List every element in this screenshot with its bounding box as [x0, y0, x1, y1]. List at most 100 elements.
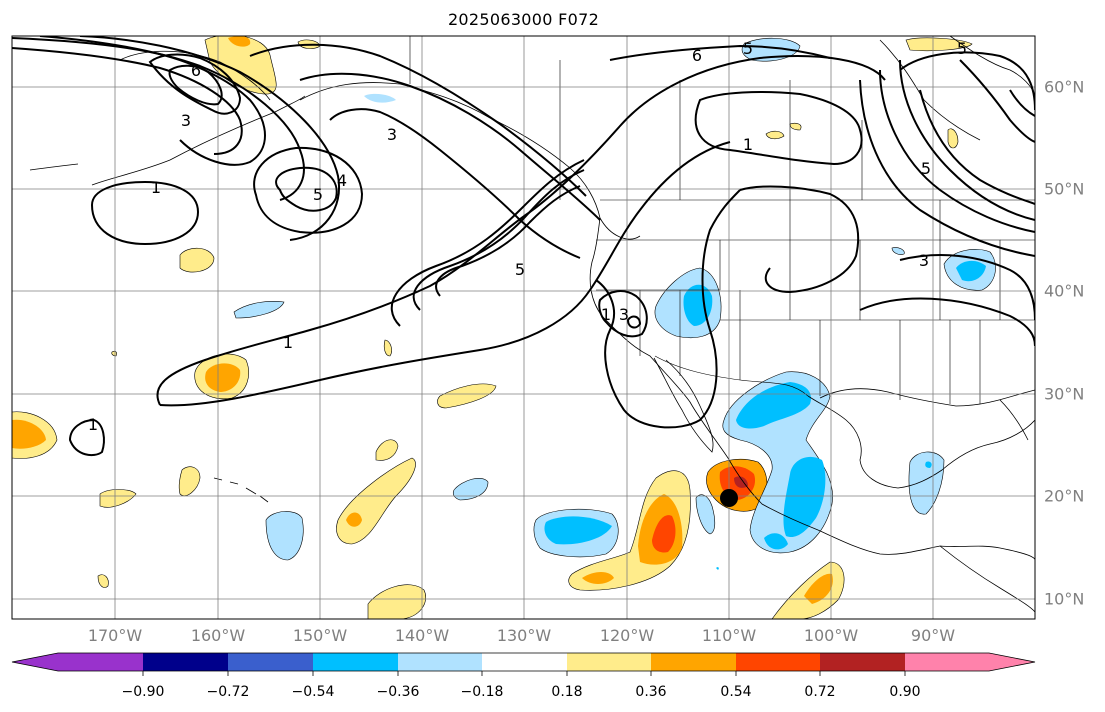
lat-label: 20°N — [1044, 486, 1085, 506]
graticule — [12, 36, 1035, 619]
colorbar-tick-label: −0.90 — [121, 684, 165, 700]
lon-label: 150°W — [292, 626, 348, 645]
colorbar-tick-label: 0.72 — [804, 684, 836, 700]
shade-negative — [925, 461, 932, 468]
shade-positive — [789, 122, 802, 131]
shade-negative — [544, 516, 612, 545]
colorbar-bin — [736, 653, 820, 671]
political-borders — [409, 36, 1035, 404]
contour-label: 1 — [743, 135, 753, 154]
contour-label: 3 — [619, 305, 629, 324]
colorbar-tick-label: −0.72 — [206, 684, 250, 700]
lon-label: 140°W — [394, 626, 450, 645]
shade-positive — [947, 128, 959, 149]
colorbar-bin — [567, 653, 651, 671]
colorbar-bin — [143, 653, 228, 671]
contour-label: 5 — [921, 159, 931, 178]
shade-positive — [179, 247, 215, 273]
shade-positive — [437, 383, 497, 409]
colorbar-bin — [58, 653, 143, 671]
colorbar-tick-label: 0.54 — [720, 684, 752, 700]
colorbar-bin — [651, 653, 736, 671]
lon-label: 160°W — [190, 626, 246, 645]
shade-negative — [783, 456, 826, 538]
lon-label: 110°W — [701, 626, 757, 645]
colorbar-bin — [820, 653, 905, 671]
contour-label: 1 — [151, 178, 161, 197]
shade-positive — [346, 512, 362, 527]
shade-positive — [205, 363, 241, 392]
lat-label: 50°N — [1044, 179, 1085, 199]
contour-label: 5 — [743, 39, 753, 58]
shade-positive — [652, 515, 676, 553]
lon-label: 130°W — [496, 626, 552, 645]
shade-positive — [111, 350, 117, 357]
shade-negative — [233, 301, 285, 319]
colorbar-bin — [482, 653, 567, 671]
shade-negative — [891, 247, 905, 255]
contour-label: 4 — [337, 171, 347, 190]
colorbar — [11, 652, 1036, 676]
lon-label: 90°W — [910, 626, 956, 645]
colorbar-bin — [905, 653, 989, 671]
shaded-fields — [12, 36, 996, 619]
colorbar-extend-low — [12, 653, 58, 671]
colorbar-tick-label: 0.18 — [551, 684, 583, 700]
lat-label: 40°N — [1044, 281, 1085, 301]
lon-label: 100°W — [803, 626, 859, 645]
shade-positive — [228, 36, 251, 47]
shade-positive — [383, 339, 392, 357]
colorbar-tick-label: 0.36 — [635, 684, 667, 700]
shade-positive — [734, 476, 748, 488]
shade-positive — [204, 36, 277, 95]
lon-label: 170°W — [87, 626, 143, 645]
shade-negative — [716, 567, 719, 570]
map-frame — [11, 35, 1036, 620]
contour-label: 5 — [515, 260, 525, 279]
lat-label: 60°N — [1044, 77, 1085, 97]
shade-positive — [97, 574, 109, 588]
lon-label: 120°W — [599, 626, 655, 645]
shade-positive — [765, 130, 785, 140]
contour-label: 3 — [919, 251, 929, 270]
contour-lines — [12, 36, 1035, 457]
contour-label: 1 — [601, 305, 611, 324]
shade-negative — [452, 478, 489, 501]
shade-positive — [804, 573, 833, 604]
shade-positive — [375, 439, 399, 461]
shade-negative — [956, 260, 986, 282]
shade-negative — [265, 511, 304, 561]
colorbar-extend-high — [989, 653, 1035, 671]
shade-positive — [99, 489, 137, 508]
contour-label: 5 — [313, 185, 323, 204]
colorbar-bin — [313, 653, 398, 671]
colorbar-tick-label: 0.90 — [889, 684, 921, 700]
shade-negative — [908, 451, 945, 515]
shade-positive — [12, 419, 46, 449]
contour-label: 1 — [88, 415, 98, 434]
shade-positive — [582, 572, 614, 584]
contour-label-group: 1 1 1 1 3 3 3 5 5 5 6 6 5 4 5 3 1 — [88, 39, 967, 434]
map-title: 2025063000 F072 — [447, 10, 600, 29]
shade-positive — [178, 466, 201, 497]
lat-label: 30°N — [1044, 384, 1085, 404]
shade-positive — [367, 584, 426, 619]
shade-negative — [695, 494, 716, 535]
contour-label: 5 — [957, 39, 967, 58]
contour-label: 6 — [191, 61, 201, 80]
colorbar-tick-label: −0.36 — [376, 684, 420, 700]
colorbar-tick-label: −0.18 — [460, 684, 504, 700]
contour-label: 6 — [692, 46, 702, 65]
shade-negative — [364, 93, 396, 103]
contour-label: 1 — [283, 333, 293, 352]
colorbar-bin — [228, 653, 313, 671]
colorbar-tick-label: −0.54 — [291, 684, 335, 700]
shade-positive — [336, 457, 416, 545]
storm-center-dot — [720, 489, 738, 507]
lat-label: 10°N — [1044, 589, 1085, 609]
contour-label: 3 — [387, 125, 397, 144]
colorbar-bin — [398, 653, 482, 671]
shade-negative — [764, 533, 788, 550]
shade-positive — [905, 37, 973, 52]
